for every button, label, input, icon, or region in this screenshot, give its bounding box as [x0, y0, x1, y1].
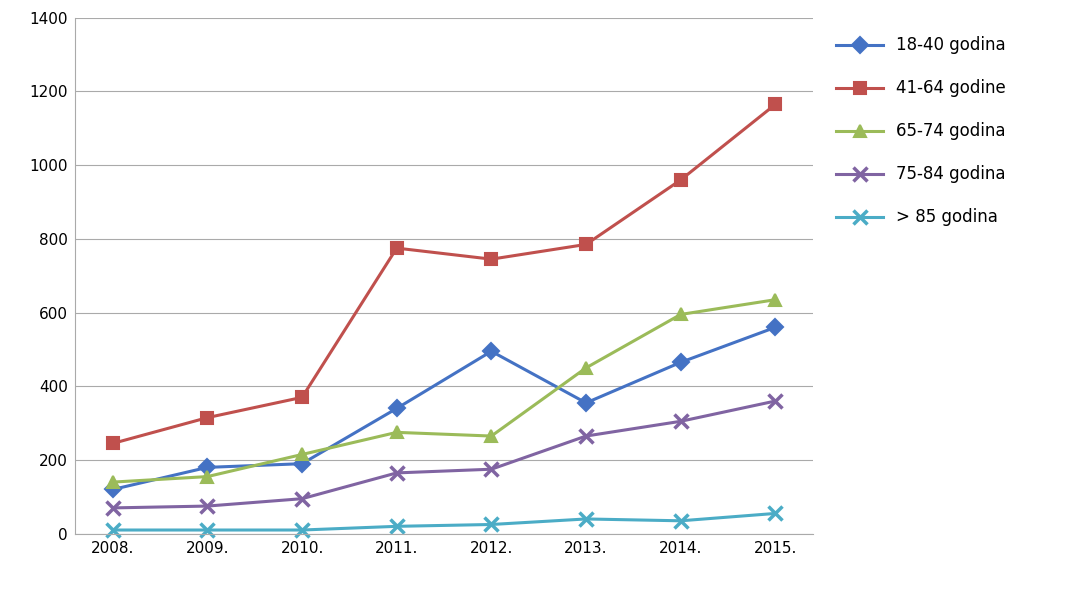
18-40 godina: [391, 405, 403, 412]
18-40 godina: [580, 399, 593, 406]
Legend: 18-40 godina, 41-64 godine, 65-74 godina, 75-84 godina, > 85 godina: 18-40 godina, 41-64 godine, 65-74 godina…: [837, 36, 1006, 227]
75-84 godina: [674, 417, 687, 425]
75-84 godina: [295, 495, 308, 502]
Line: > 85 godina: > 85 godina: [106, 506, 782, 537]
75-84 godina: [769, 397, 782, 404]
41-64 godine: [674, 176, 687, 183]
75-84 godina: [391, 469, 403, 476]
65-74 godina: [485, 432, 498, 439]
> 85 godina: [106, 527, 119, 534]
Line: 65-74 godina: 65-74 godina: [107, 294, 781, 489]
18-40 godina: [106, 486, 119, 493]
65-74 godina: [580, 364, 593, 371]
> 85 godina: [201, 527, 214, 534]
65-74 godina: [391, 429, 403, 436]
75-84 godina: [580, 432, 593, 439]
41-64 godine: [580, 241, 593, 248]
65-74 godina: [201, 473, 214, 480]
41-64 godine: [391, 244, 403, 251]
65-74 godina: [769, 296, 782, 303]
41-64 godine: [106, 440, 119, 447]
41-64 godine: [485, 256, 498, 263]
18-40 godina: [769, 324, 782, 331]
41-64 godine: [201, 414, 214, 421]
65-74 godina: [674, 311, 687, 318]
18-40 godina: [674, 359, 687, 366]
18-40 godina: [295, 460, 308, 467]
65-74 godina: [106, 479, 119, 486]
> 85 godina: [580, 515, 593, 522]
41-64 godine: [295, 394, 308, 401]
18-40 godina: [485, 347, 498, 355]
> 85 godina: [485, 521, 498, 528]
> 85 godina: [769, 510, 782, 517]
Line: 41-64 godine: 41-64 godine: [107, 98, 781, 449]
75-84 godina: [201, 502, 214, 509]
41-64 godine: [769, 101, 782, 108]
> 85 godina: [391, 523, 403, 530]
Line: 75-84 godina: 75-84 godina: [106, 394, 782, 515]
Line: 18-40 godina: 18-40 godina: [107, 322, 781, 495]
75-84 godina: [106, 504, 119, 511]
18-40 godina: [201, 464, 214, 471]
> 85 godina: [295, 527, 308, 534]
> 85 godina: [674, 517, 687, 524]
65-74 godina: [295, 451, 308, 458]
75-84 godina: [485, 466, 498, 473]
